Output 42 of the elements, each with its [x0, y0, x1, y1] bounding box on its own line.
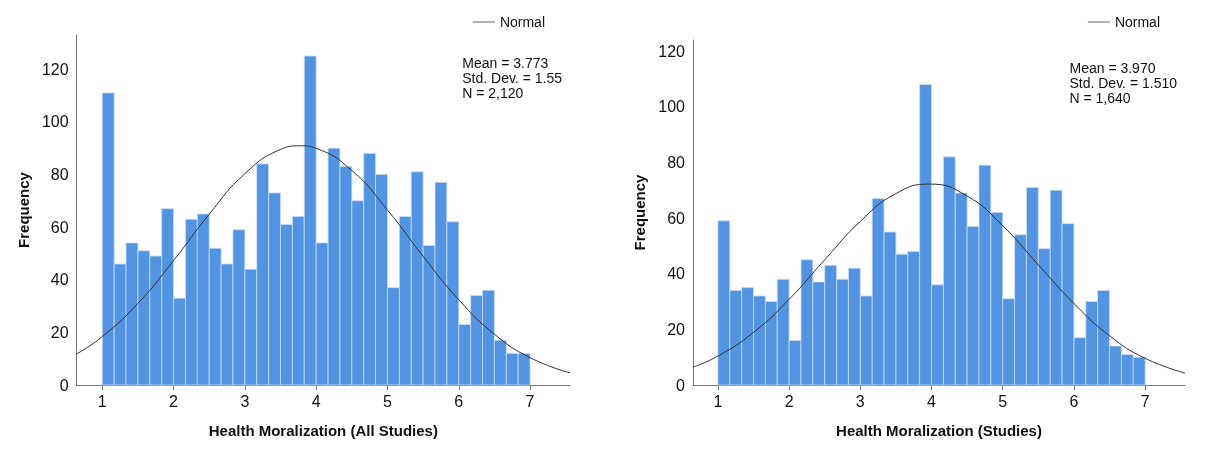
- x-tick-label: 5: [383, 392, 393, 410]
- x-tick-label: 3: [855, 392, 865, 410]
- y-tick-label: 60: [50, 218, 69, 236]
- y-tick-label: 80: [50, 165, 69, 183]
- x-tick-label: 2: [784, 392, 794, 410]
- x-tick-label: 6: [1069, 392, 1079, 410]
- y-tick-label: 40: [667, 265, 686, 283]
- annotation: N = 2,120: [462, 84, 524, 101]
- legend-label: Normal: [1114, 14, 1161, 30]
- y-tick-label: 20: [667, 320, 686, 338]
- x-tick-label: 1: [97, 392, 107, 410]
- y-tick-label: 100: [658, 98, 686, 116]
- y-tick-label: 120: [41, 60, 69, 78]
- x-tick-label: 4: [311, 392, 321, 410]
- x-axis-title: Health Moralization (All Studies): [208, 422, 438, 439]
- y-tick-label: 20: [50, 323, 69, 341]
- x-tick-label: 2: [169, 392, 179, 410]
- x-tick-label: 3: [240, 392, 250, 410]
- annotation: Std. Dev. = 1.55: [462, 69, 563, 86]
- annotation: Mean = 3.773: [462, 54, 549, 71]
- annotation: Std. Dev. = 1.510: [1069, 74, 1178, 91]
- y-tick-label: 80: [667, 153, 686, 171]
- x-tick-label: 7: [1140, 392, 1150, 410]
- x-tick-label: 4: [927, 392, 937, 410]
- line-series: [692, 183, 1186, 374]
- legend-label: Normal: [499, 14, 546, 30]
- y-tick-label: 0: [59, 376, 69, 394]
- y-tick-label: 60: [667, 209, 686, 227]
- x-axis-title: Health Moralization (Studies): [836, 422, 1042, 439]
- y-tick-label: 100: [41, 113, 69, 131]
- x-tick-label: 7: [525, 392, 535, 410]
- y-tick-label: 120: [658, 42, 686, 60]
- y-axis-title: Frequency: [631, 173, 649, 251]
- annotation: N = 1,640: [1069, 89, 1131, 106]
- y-tick-label: 0: [676, 376, 686, 394]
- x-tick-label: 1: [713, 392, 723, 410]
- line-series: [76, 145, 571, 374]
- x-tick-label: 5: [998, 392, 1008, 410]
- y-axis-title: Frequency: [15, 171, 32, 248]
- annotation: Mean = 3.970: [1069, 59, 1156, 76]
- x-tick-label: 6: [454, 392, 464, 410]
- y-tick-label: 40: [50, 271, 69, 289]
